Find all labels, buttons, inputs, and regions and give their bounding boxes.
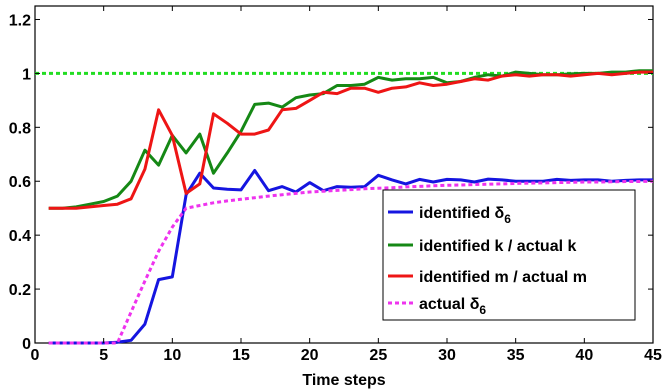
x-tick-label: 20 <box>301 347 319 364</box>
legend: identified δ6 identified k / actual k iden… <box>382 189 636 321</box>
y-tick-label: 0.2 <box>9 282 31 299</box>
y-tick-label: 1.2 <box>9 12 31 29</box>
legend-label-3: identified m / actual m <box>419 269 587 286</box>
series-layer <box>48 69 654 345</box>
y-tick-label: 0.4 <box>9 228 31 245</box>
x-tick-label: 10 <box>163 347 181 364</box>
y-tick-label: 1 <box>22 66 31 83</box>
legend-label-1: identified δ6 <box>419 205 511 226</box>
legend-subscript-1: 6 <box>504 212 511 226</box>
x-tick-label: 45 <box>644 347 662 364</box>
x-tick-label: 15 <box>232 347 250 364</box>
series-line-3 <box>48 70 653 210</box>
x-tick-label: 35 <box>507 347 525 364</box>
x-axis-label: Time steps <box>302 372 385 389</box>
y-tick-label: 0.8 <box>9 120 31 137</box>
x-tick-label: 25 <box>369 347 387 364</box>
y-tick-label: 0 <box>22 336 31 353</box>
legend-label-2: identified k / actual k <box>419 238 576 255</box>
legend-label-4: actual δ6 <box>419 296 486 317</box>
y-tick-label: 0.6 <box>9 174 31 191</box>
series-line-4 <box>48 179 654 345</box>
x-tick-label: 30 <box>438 347 456 364</box>
series-line-1 <box>48 169 653 345</box>
legend-subscript-4: 6 <box>479 303 486 317</box>
x-tick-label: 5 <box>99 347 108 364</box>
x-tick-label: 40 <box>575 347 593 364</box>
legend-box <box>382 189 636 321</box>
x-tick-label: 0 <box>31 347 40 364</box>
axis-ticks: 0 5 10 15 20 25 30 35 40 45 0 0.2 0.4 0.6 0.8 1 1.2 <box>9 6 662 364</box>
